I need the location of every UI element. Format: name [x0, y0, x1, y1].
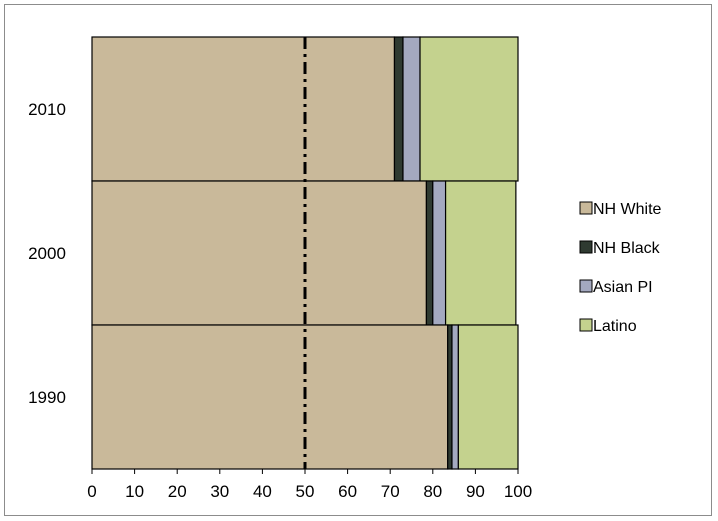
- legend-swatch-latino: [579, 318, 593, 332]
- category-label: 2000: [28, 244, 66, 263]
- x-tick-label: 90: [466, 482, 485, 501]
- legend-label: Latino: [593, 318, 637, 335]
- bar-segment-1990-asian-pi: [451, 324, 459, 470]
- x-axis: 0 10 20 30 40 50 60 70 80 90 100: [87, 468, 532, 501]
- x-tick-label: 10: [125, 482, 144, 501]
- bars-group: [91, 36, 519, 470]
- bar-segment-2010-asian-pi: [402, 36, 421, 182]
- bar-segment-2000-nh-black: [425, 180, 434, 326]
- legend-label: NH White: [593, 201, 662, 218]
- x-tick-label: 30: [210, 482, 229, 501]
- bar-segment-1990-latino: [457, 324, 519, 470]
- legend-swatch-nh-white: [579, 201, 593, 215]
- x-tick-label: 80: [423, 482, 442, 501]
- x-tick-label: 20: [168, 482, 187, 501]
- legend-label: NH Black: [593, 240, 661, 257]
- bar-segment-2000-nh-white: [91, 180, 428, 326]
- legend-swatch-nh-black: [579, 240, 593, 254]
- legend-swatch-asian-pi: [579, 279, 593, 293]
- category-labels: 2010 2000 1990: [28, 100, 66, 407]
- legend: NH White NH Black Asian PI Latino: [579, 201, 662, 335]
- x-tick-label: 100: [504, 482, 532, 501]
- bar-segment-1990-nh-white: [91, 324, 449, 470]
- category-label: 2010: [28, 100, 66, 119]
- x-tick-label: 70: [381, 482, 400, 501]
- x-tick-label: 0: [87, 482, 96, 501]
- bar-segment-2000-latino: [444, 180, 517, 326]
- x-tick-label: 40: [253, 482, 272, 501]
- bar-segment-2010-latino: [419, 36, 519, 182]
- bar-segment-1990-nh-black: [447, 324, 453, 470]
- category-label: 1990: [28, 388, 66, 407]
- x-tick-label: 60: [338, 482, 357, 501]
- x-tick-label: 50: [296, 482, 315, 501]
- legend-label: Asian PI: [593, 279, 653, 296]
- bar-segment-2010-nh-black: [393, 36, 404, 182]
- bar-segment-2010-nh-white: [91, 36, 396, 182]
- bar-segment-2000-asian-pi: [432, 180, 447, 326]
